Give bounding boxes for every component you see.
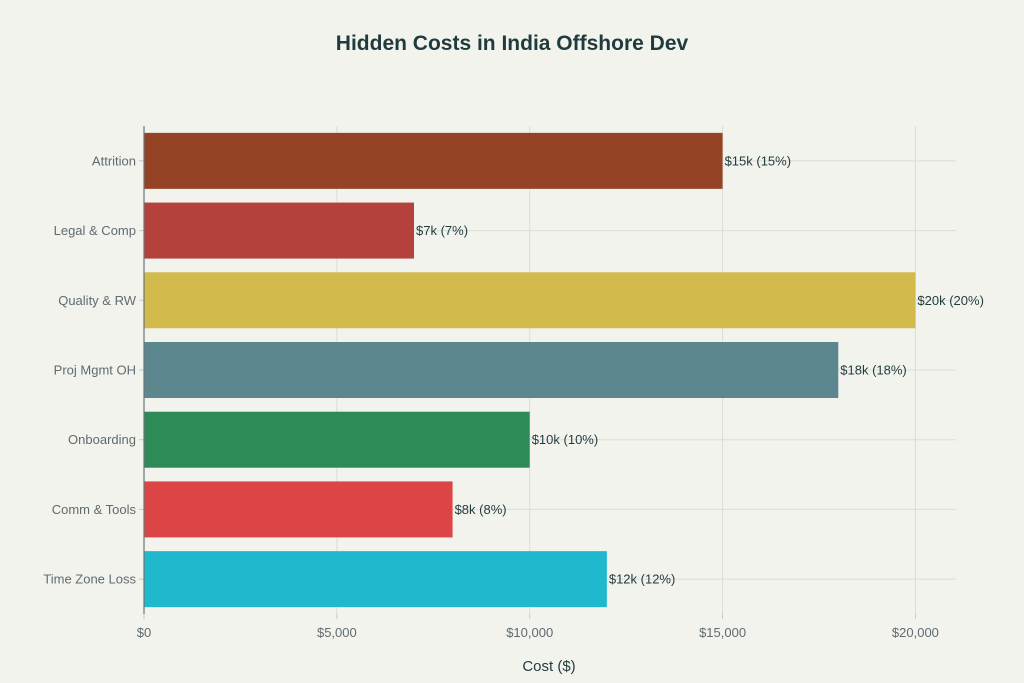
chart-title: Hidden Costs in India Offshore Dev <box>336 32 689 55</box>
data-label: $12k (12%) <box>609 572 675 587</box>
data-label: $20k (20%) <box>917 293 983 308</box>
data-label: $18k (18%) <box>840 363 906 378</box>
x-tick-label: $5,000 <box>317 625 357 640</box>
bar <box>144 272 916 329</box>
x-tick-label: $0 <box>137 625 151 640</box>
y-tick-label: Attrition <box>92 153 136 168</box>
bar <box>144 411 530 468</box>
data-label: $10k (10%) <box>532 432 598 447</box>
bar <box>144 342 839 398</box>
x-tick-label: $20,000 <box>892 625 939 640</box>
x-tick-label: $15,000 <box>699 625 746 640</box>
data-label: $7k (7%) <box>416 223 468 238</box>
y-tick-label: Legal & Comp <box>54 223 136 238</box>
data-label: $15k (15%) <box>725 153 791 168</box>
bar <box>144 202 414 259</box>
y-tick-label: Quality & RW <box>58 293 137 308</box>
y-tick-label: Time Zone Loss <box>43 572 136 587</box>
x-tick-label: $10,000 <box>506 625 553 640</box>
bar <box>144 132 723 189</box>
y-tick-label: Comm & Tools <box>52 502 137 517</box>
x-axis-title: Cost ($) <box>522 658 575 675</box>
y-tick-label: Onboarding <box>68 432 136 447</box>
data-label: $8k (8%) <box>455 502 507 517</box>
bar <box>144 551 607 608</box>
y-tick-label: Proj Mgmt OH <box>54 363 136 378</box>
bar <box>144 481 453 538</box>
